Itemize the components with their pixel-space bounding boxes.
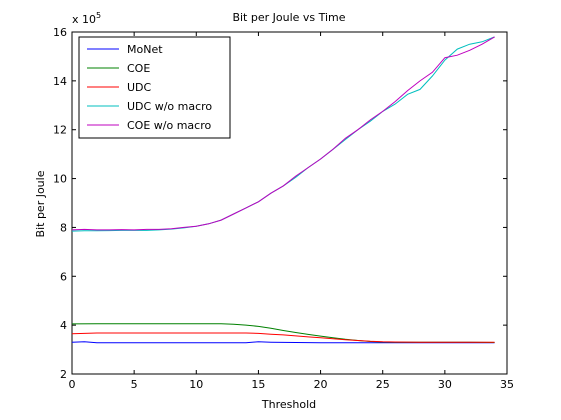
series-line-udc	[71, 332, 495, 343]
x-tick-label: 35	[500, 378, 514, 391]
x-tick-label: 0	[69, 378, 76, 391]
y-tick-label: 4	[60, 319, 67, 332]
series-line-coe-w-o-macro	[71, 36, 495, 231]
x-tick-label: 25	[376, 378, 390, 391]
x-tick-label: 5	[131, 378, 138, 391]
legend: MoNet COE UDC UDC w/o macro COE w/o macro	[78, 36, 231, 139]
series-layer	[71, 36, 495, 344]
y-multiplier-base: x 10	[72, 13, 96, 26]
y-axis-multiplier: x 105	[72, 11, 101, 26]
x-tick-label: 20	[314, 378, 328, 391]
x-tick-label: 15	[251, 378, 265, 391]
x-tick-label: 30	[438, 378, 452, 391]
x-tick-label: 10	[189, 378, 203, 391]
axis-ticks: 0 5 10 15 20 25 30 35 2 4 6 8 10 12 14 16	[53, 26, 514, 391]
x-axis-title: Threshold	[261, 398, 316, 411]
legend-label: COE	[127, 62, 150, 75]
legend-label: UDC w/o macro	[127, 100, 212, 113]
y-multiplier-exponent: 5	[96, 11, 101, 20]
y-tick-label: 16	[53, 26, 67, 39]
legend-label: UDC	[127, 81, 152, 94]
series-line-monet	[71, 341, 495, 344]
y-axis-title: Bit per Joule	[34, 170, 47, 237]
legend-label: MoNet	[127, 43, 163, 56]
y-tick-label: 8	[60, 221, 67, 234]
y-tick-label: 12	[53, 124, 67, 137]
y-tick-label: 2	[60, 368, 67, 381]
legend-label: COE w/o macro	[127, 119, 211, 132]
chart-title: Bit per Joule vs Time	[232, 11, 345, 24]
y-tick-label: 14	[53, 75, 67, 88]
y-tick-label: 10	[53, 173, 67, 186]
y-tick-label: 6	[60, 270, 67, 283]
